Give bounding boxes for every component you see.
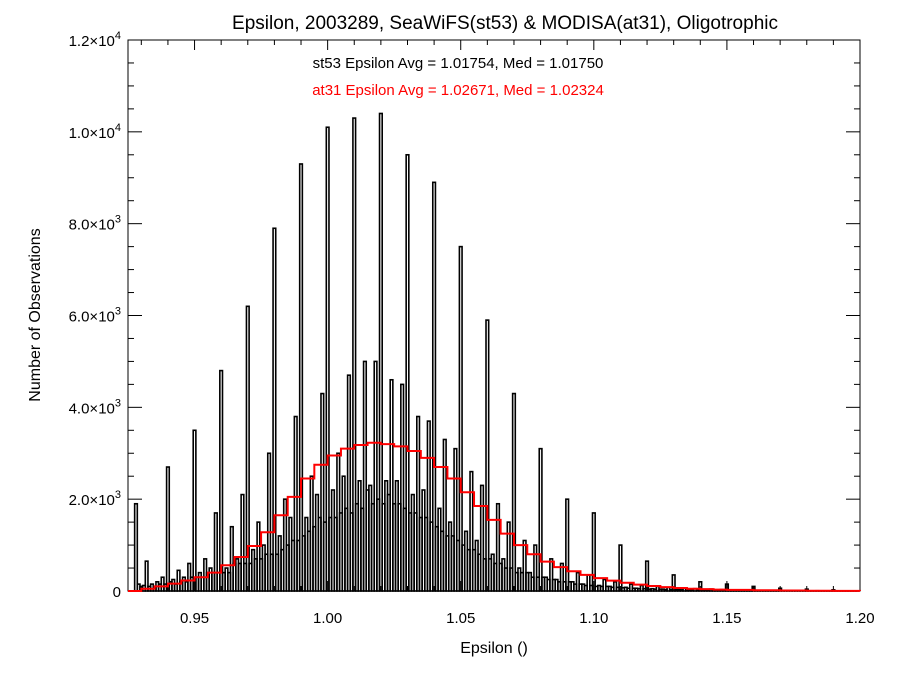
histogram-bar <box>671 574 676 592</box>
histogram-bar <box>405 153 410 592</box>
histogram-bar <box>320 392 325 592</box>
histogram-bar <box>176 569 181 592</box>
chart-title: Epsilon, 2003289, SeaWiFS(st53) & MODISA… <box>232 13 778 34</box>
x-tick-label: 1.05 <box>446 610 475 627</box>
series-at31-line <box>128 441 861 592</box>
histogram-bar <box>293 415 298 592</box>
histogram-bar <box>389 378 394 592</box>
histogram-bar <box>538 447 543 592</box>
x-tick-label: 0.95 <box>180 610 209 627</box>
x-tick-labels: 0.95 1.00 1.05 1.10 1.15 1.20 <box>180 610 875 627</box>
histogram-bar <box>591 512 596 592</box>
annotation-at31: at31 Epsilon Avg = 1.02671, Med = 1.0232… <box>312 82 604 99</box>
y-tick-label: 8.0×103 <box>69 214 121 234</box>
tick-layer <box>128 39 861 592</box>
histogram-bar <box>165 466 171 592</box>
y-tick-label: 4.0×103 <box>69 397 121 417</box>
histogram-bar <box>133 502 139 592</box>
histogram-bar <box>485 319 490 592</box>
x-axis-label: Epsilon () <box>460 640 528 657</box>
y-tick-label: 6.0×103 <box>69 306 121 326</box>
x-tick-label: 1.10 <box>579 610 608 627</box>
histogram-bar <box>458 245 463 592</box>
histogram-bar <box>362 360 368 592</box>
histogram-bar <box>698 581 703 592</box>
histogram-bar <box>346 374 352 592</box>
histogram-bar <box>229 525 234 592</box>
histogram-bar <box>272 227 277 592</box>
histogram-bar <box>442 438 447 592</box>
y-tick-label: 0 <box>113 584 121 601</box>
histogram-bar <box>506 521 511 592</box>
histogram-bar <box>602 578 607 592</box>
histogram-bar <box>373 360 378 592</box>
x-tick-label: 1.00 <box>313 610 342 627</box>
histogram-bar <box>565 498 570 592</box>
y-tick-label: 1.2×104 <box>69 30 121 50</box>
histogram-bar <box>479 484 485 592</box>
histogram-bar <box>400 383 405 592</box>
histogram-bar <box>245 305 250 592</box>
plot-frame <box>127 39 861 592</box>
histogram-bar <box>724 583 730 592</box>
histogram-bar <box>618 544 623 592</box>
histogram-bar <box>533 544 538 592</box>
histogram-bar <box>426 420 431 592</box>
plot-area <box>127 39 861 592</box>
histogram-bar <box>453 447 458 592</box>
histogram-bar <box>511 392 517 592</box>
histogram-bar <box>644 560 650 592</box>
histogram-bar <box>144 560 149 592</box>
histogram-bar <box>549 558 554 592</box>
histogram-bar <box>256 521 261 592</box>
histogram-bar <box>325 126 330 592</box>
histogram-bar <box>240 493 245 592</box>
histogram-bar <box>192 429 197 592</box>
histogram-bar <box>522 539 527 592</box>
histogram-bar <box>469 470 474 592</box>
y-axis-label: Number of Observations <box>27 228 44 401</box>
histogram-bar <box>416 415 421 592</box>
histogram-bar <box>612 581 618 592</box>
histogram-bar <box>352 117 357 592</box>
x-tick-label: 1.20 <box>845 610 874 627</box>
y-tick-labels: 0 2.0×103 4.0×103 6.0×103 8.0×103 1.0×104 1.2×… <box>69 30 121 601</box>
y-tick-label: 2.0×103 <box>69 489 121 509</box>
histogram-bar <box>213 512 218 592</box>
histogram-bar <box>378 112 384 592</box>
histogram-bar <box>431 181 437 592</box>
annotation-st53: st53 Epsilon Avg = 1.01754, Med = 1.0175… <box>313 55 604 72</box>
y-tick-label: 1.0×104 <box>69 122 121 142</box>
histogram-bar <box>575 571 580 592</box>
histogram-bar <box>559 562 565 592</box>
histogram-bar <box>266 452 272 592</box>
histogram-bar <box>298 163 304 592</box>
x-tick-label: 1.15 <box>712 610 741 627</box>
histogram-bar <box>219 369 224 592</box>
histogram-bar <box>495 502 501 592</box>
